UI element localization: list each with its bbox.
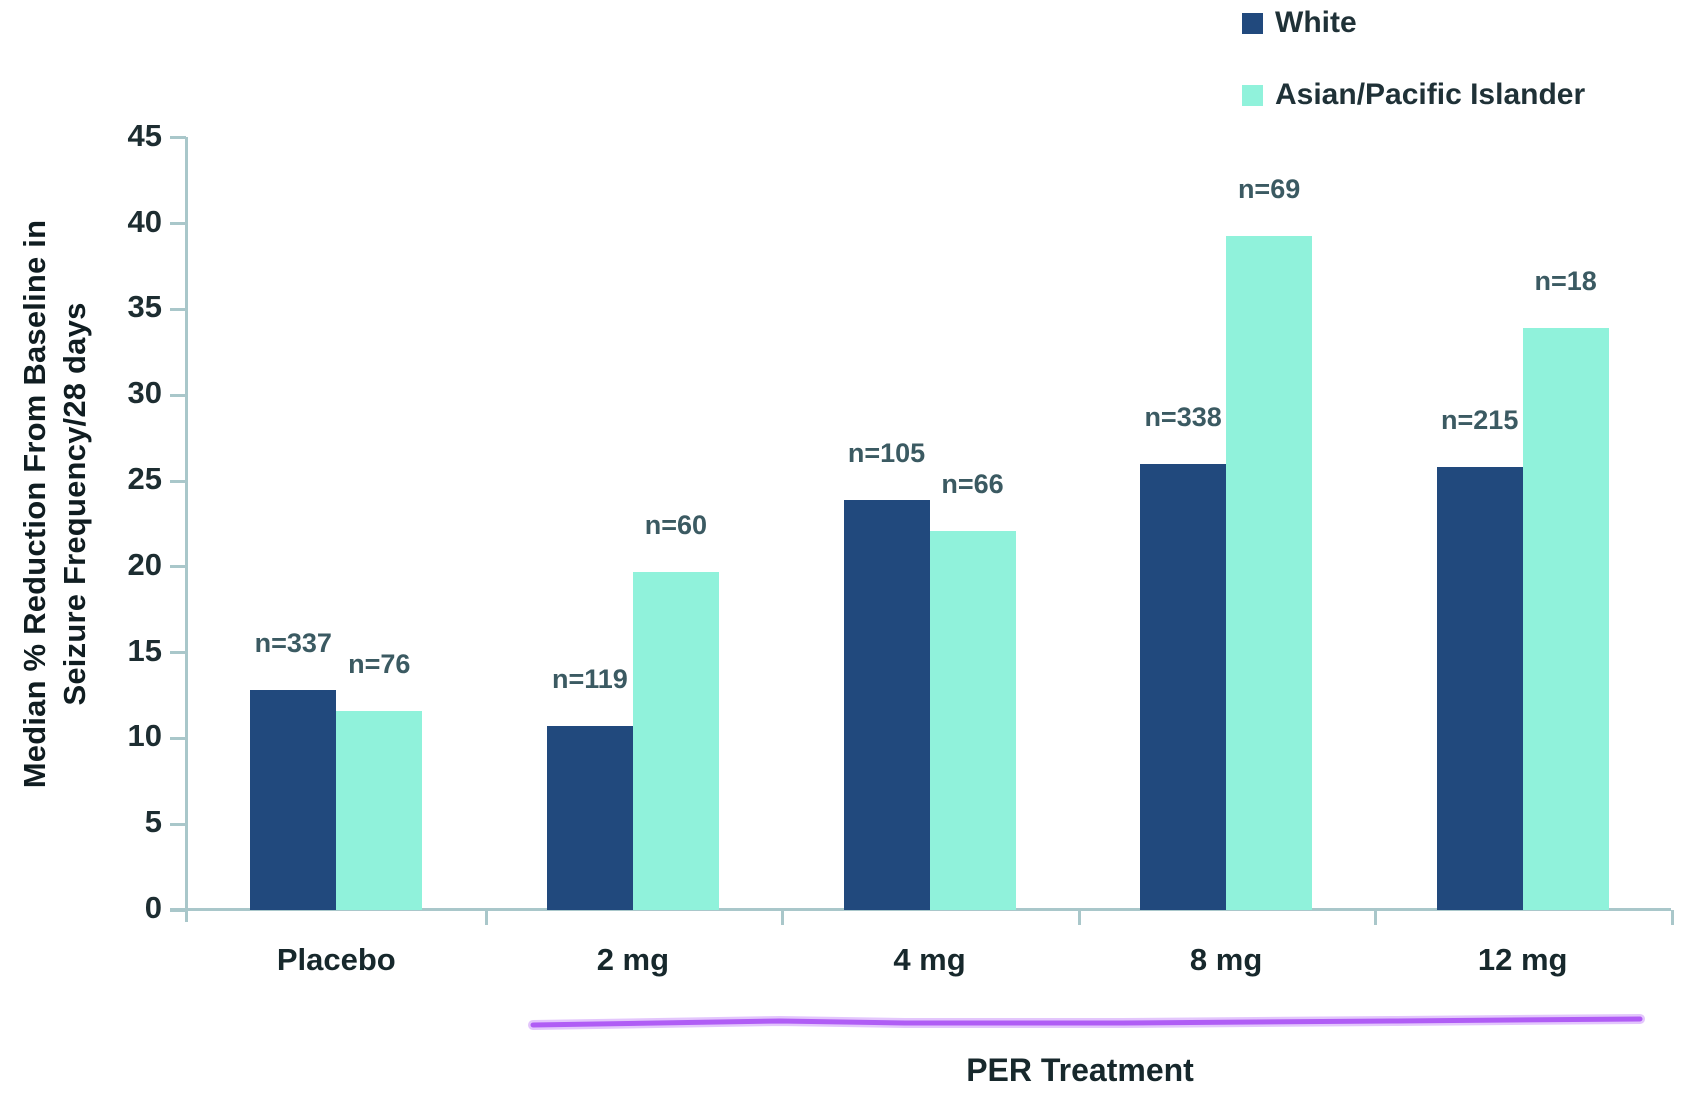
bar-asian-pacific-islander-4-mg	[929, 530, 1016, 910]
bar-label-white-8-mg: n=338	[1144, 401, 1222, 432]
legend-label-white: White	[1275, 6, 1357, 39]
y-tick-label-30: 30	[127, 375, 162, 411]
y-tick-label-15: 15	[127, 632, 162, 668]
y-axis-line	[185, 137, 188, 922]
x-tick-label-placebo: Placebo	[276, 942, 396, 977]
x-boundary-tick-4	[1374, 910, 1378, 925]
bar-asian-pacific-islander-8-mg	[1226, 235, 1313, 910]
bar-white-8-mg	[1140, 463, 1227, 910]
bar-label-white-2-mg: n=119	[551, 664, 628, 695]
y-tick-label-35: 35	[127, 289, 162, 325]
legend-swatch-white-icon	[1242, 12, 1263, 34]
y-tick-0	[170, 908, 186, 912]
y-tick-10	[170, 736, 186, 740]
x-boundary-tick-2	[781, 910, 785, 925]
y-axis-title-line1: Median % Reduction From Baseline in	[17, 219, 52, 789]
x-boundary-tick-3	[1077, 910, 1081, 925]
x-axis-title: PER Treatment	[966, 1052, 1194, 1088]
legend: White Asian/Pacific Islander	[1242, 6, 1585, 150]
bar-label-asian-pacific-islander-2-mg: n=60	[644, 509, 708, 540]
y-tick-label-45: 45	[127, 117, 162, 153]
legend-item-white: White	[1242, 6, 1585, 40]
y-tick-25	[170, 479, 186, 483]
bar-asian-pacific-islander-12-mg	[1522, 328, 1609, 910]
y-tick-5	[170, 822, 186, 826]
x-tick-label-2-mg: 2 mg	[596, 942, 670, 977]
bar-label-asian-pacific-islander-8-mg: n=69	[1237, 173, 1301, 204]
bar-label-asian-pacific-islander-placebo: n=76	[348, 648, 411, 679]
bar-label-asian-pacific-islander-4-mg: n=66	[941, 468, 1004, 499]
x-tick-label-4-mg: 4 mg	[893, 942, 966, 977]
bar-white-2-mg	[546, 726, 633, 910]
bar-white-4-mg	[843, 499, 930, 910]
bar-label-white-placebo: n=337	[254, 628, 332, 659]
x-tick-label-8-mg: 8 mg	[1189, 942, 1263, 977]
y-tick-label-5: 5	[144, 804, 162, 840]
bar-asian-pacific-islander-2-mg	[632, 571, 719, 910]
x-boundary-tick-5	[1671, 910, 1674, 925]
y-tick-40	[170, 222, 186, 226]
legend-swatch-asian-pacific-islander-icon	[1242, 84, 1263, 106]
y-tick-label-0: 0	[144, 890, 162, 925]
x-boundary-tick-1	[484, 910, 488, 925]
bar-white-12-mg	[1436, 467, 1523, 910]
y-tick-label-20: 20	[127, 546, 162, 582]
y-tick-30	[170, 393, 186, 397]
legend-label-asian-pacific-islander: Asian/Pacific Islander	[1275, 78, 1586, 111]
y-tick-15	[170, 651, 186, 655]
y-tick-20	[170, 565, 186, 569]
legend-item-asian-pacific-islander: Asian/Pacific Islander	[1242, 78, 1585, 112]
y-tick-label-40: 40	[127, 203, 162, 239]
y-tick-label-10: 10	[127, 718, 162, 754]
bar-label-asian-pacific-islander-12-mg: n=18	[1534, 266, 1597, 297]
bar-asian-pacific-islander-placebo	[336, 710, 423, 910]
bar-label-white-12-mg: n=215	[1441, 405, 1519, 436]
bar-label-white-4-mg: n=105	[847, 437, 926, 468]
bar-white-placebo	[250, 690, 337, 910]
x-tick-label-12-mg: 12 mg	[1477, 942, 1568, 977]
y-tick-45	[170, 136, 186, 140]
y-tick-35	[170, 307, 186, 311]
y-tick-label-25: 25	[127, 461, 162, 496]
